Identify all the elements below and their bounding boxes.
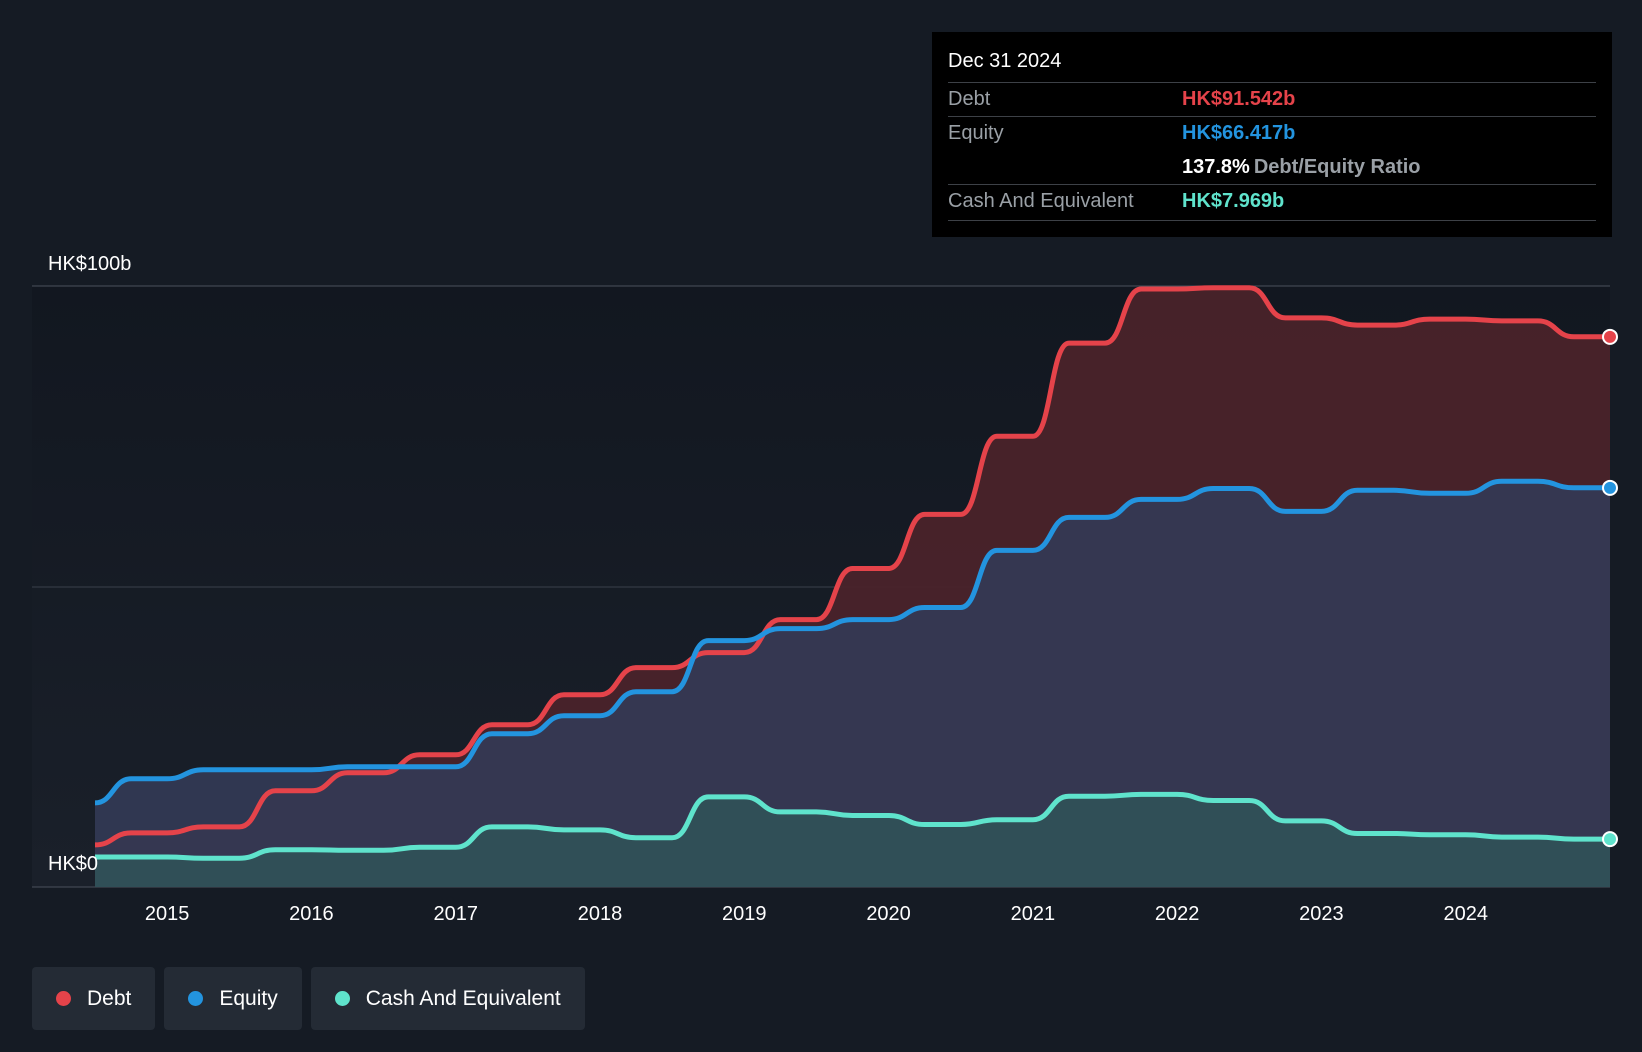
x-tick-label: 2017 xyxy=(433,903,478,925)
x-tick-label: 2024 xyxy=(1443,903,1488,925)
tooltip-debt-value: HK$91.542b xyxy=(1182,88,1296,110)
legend-dot-debt xyxy=(56,991,71,1006)
legend: Debt Equity Cash And Equivalent xyxy=(32,967,585,1030)
legend-dot-equity xyxy=(188,991,204,1006)
line-equity xyxy=(94,478,1610,806)
legend-item-cash[interactable]: Cash And Equivalent xyxy=(310,967,585,1030)
x-tick-label: 2016 xyxy=(289,903,334,925)
tooltip-debt-row: Debt HK$91.542b xyxy=(948,82,1596,116)
endpoint-debt[interactable] xyxy=(1602,328,1618,345)
tooltip-cash-label: Cash And Equivalent xyxy=(948,190,1134,212)
debt-equity-chart: 2015 2016 2017 2018 2019 2020 2021 2022 2023 2024… xyxy=(32,253,1618,925)
tooltip-divider xyxy=(948,116,1596,117)
tooltip-equity-label: Equity xyxy=(948,122,1004,144)
area-cash-and-equivalent xyxy=(95,794,1610,887)
legend-dot-cash xyxy=(334,991,350,1006)
x-tick-label: 2018 xyxy=(578,903,623,925)
legend-label-cash: Cash And Equivalent xyxy=(365,986,561,1010)
tooltip-equity-row: Equity HK$66.417b xyxy=(948,116,1596,150)
y-label-min: HK$0 xyxy=(48,853,98,875)
tooltip-debt-label: Debt xyxy=(948,88,991,110)
tooltip-date: Dec 31 2024 xyxy=(948,50,1062,72)
legend-label-equity: Equity xyxy=(219,986,278,1010)
tooltip-ratio: 137.8% Debt/Equity Ratio xyxy=(1182,156,1421,179)
legend-item-debt[interactable]: Debt xyxy=(32,967,156,1030)
x-tick-label: 2022 xyxy=(1155,903,1200,925)
y-label-max: HK$100b xyxy=(48,253,131,275)
x-tick-label: 2019 xyxy=(722,903,767,925)
line-debt xyxy=(94,285,1610,848)
tooltip-divider xyxy=(948,82,1596,83)
endpoint-cash-and-equivalent[interactable] xyxy=(1602,831,1618,848)
tooltip-cash-row: Cash And Equivalent HK$7.969b xyxy=(948,184,1596,218)
line-cash-and-equivalent xyxy=(94,791,1610,861)
x-tick-label: 2015 xyxy=(145,903,190,925)
area-equity xyxy=(95,481,1610,887)
endpoint-equity[interactable] xyxy=(1602,479,1618,496)
legend-item-equity[interactable]: Equity xyxy=(164,967,302,1030)
tooltip-ratio-value: 137.8% xyxy=(1182,156,1250,178)
tooltip-cash-value: HK$7.969b xyxy=(1182,190,1285,212)
tooltip-ratio-label: Debt/Equity Ratio xyxy=(1253,156,1421,178)
x-tick-label: 2020 xyxy=(866,903,911,925)
tooltip-divider xyxy=(948,184,1596,185)
tooltip-divider xyxy=(948,220,1596,221)
legend-label-debt: Debt xyxy=(87,986,132,1010)
tooltip: Dec 31 2024 Debt HK$91.542b Equity HK$66… xyxy=(932,32,1612,237)
x-tick-label: 2021 xyxy=(1011,903,1056,925)
tooltip-equity-value: HK$66.417b xyxy=(1182,122,1296,144)
x-tick-label: 2023 xyxy=(1299,903,1344,925)
tooltip-ratio-row: 137.8% Debt/Equity Ratio xyxy=(948,150,1596,184)
